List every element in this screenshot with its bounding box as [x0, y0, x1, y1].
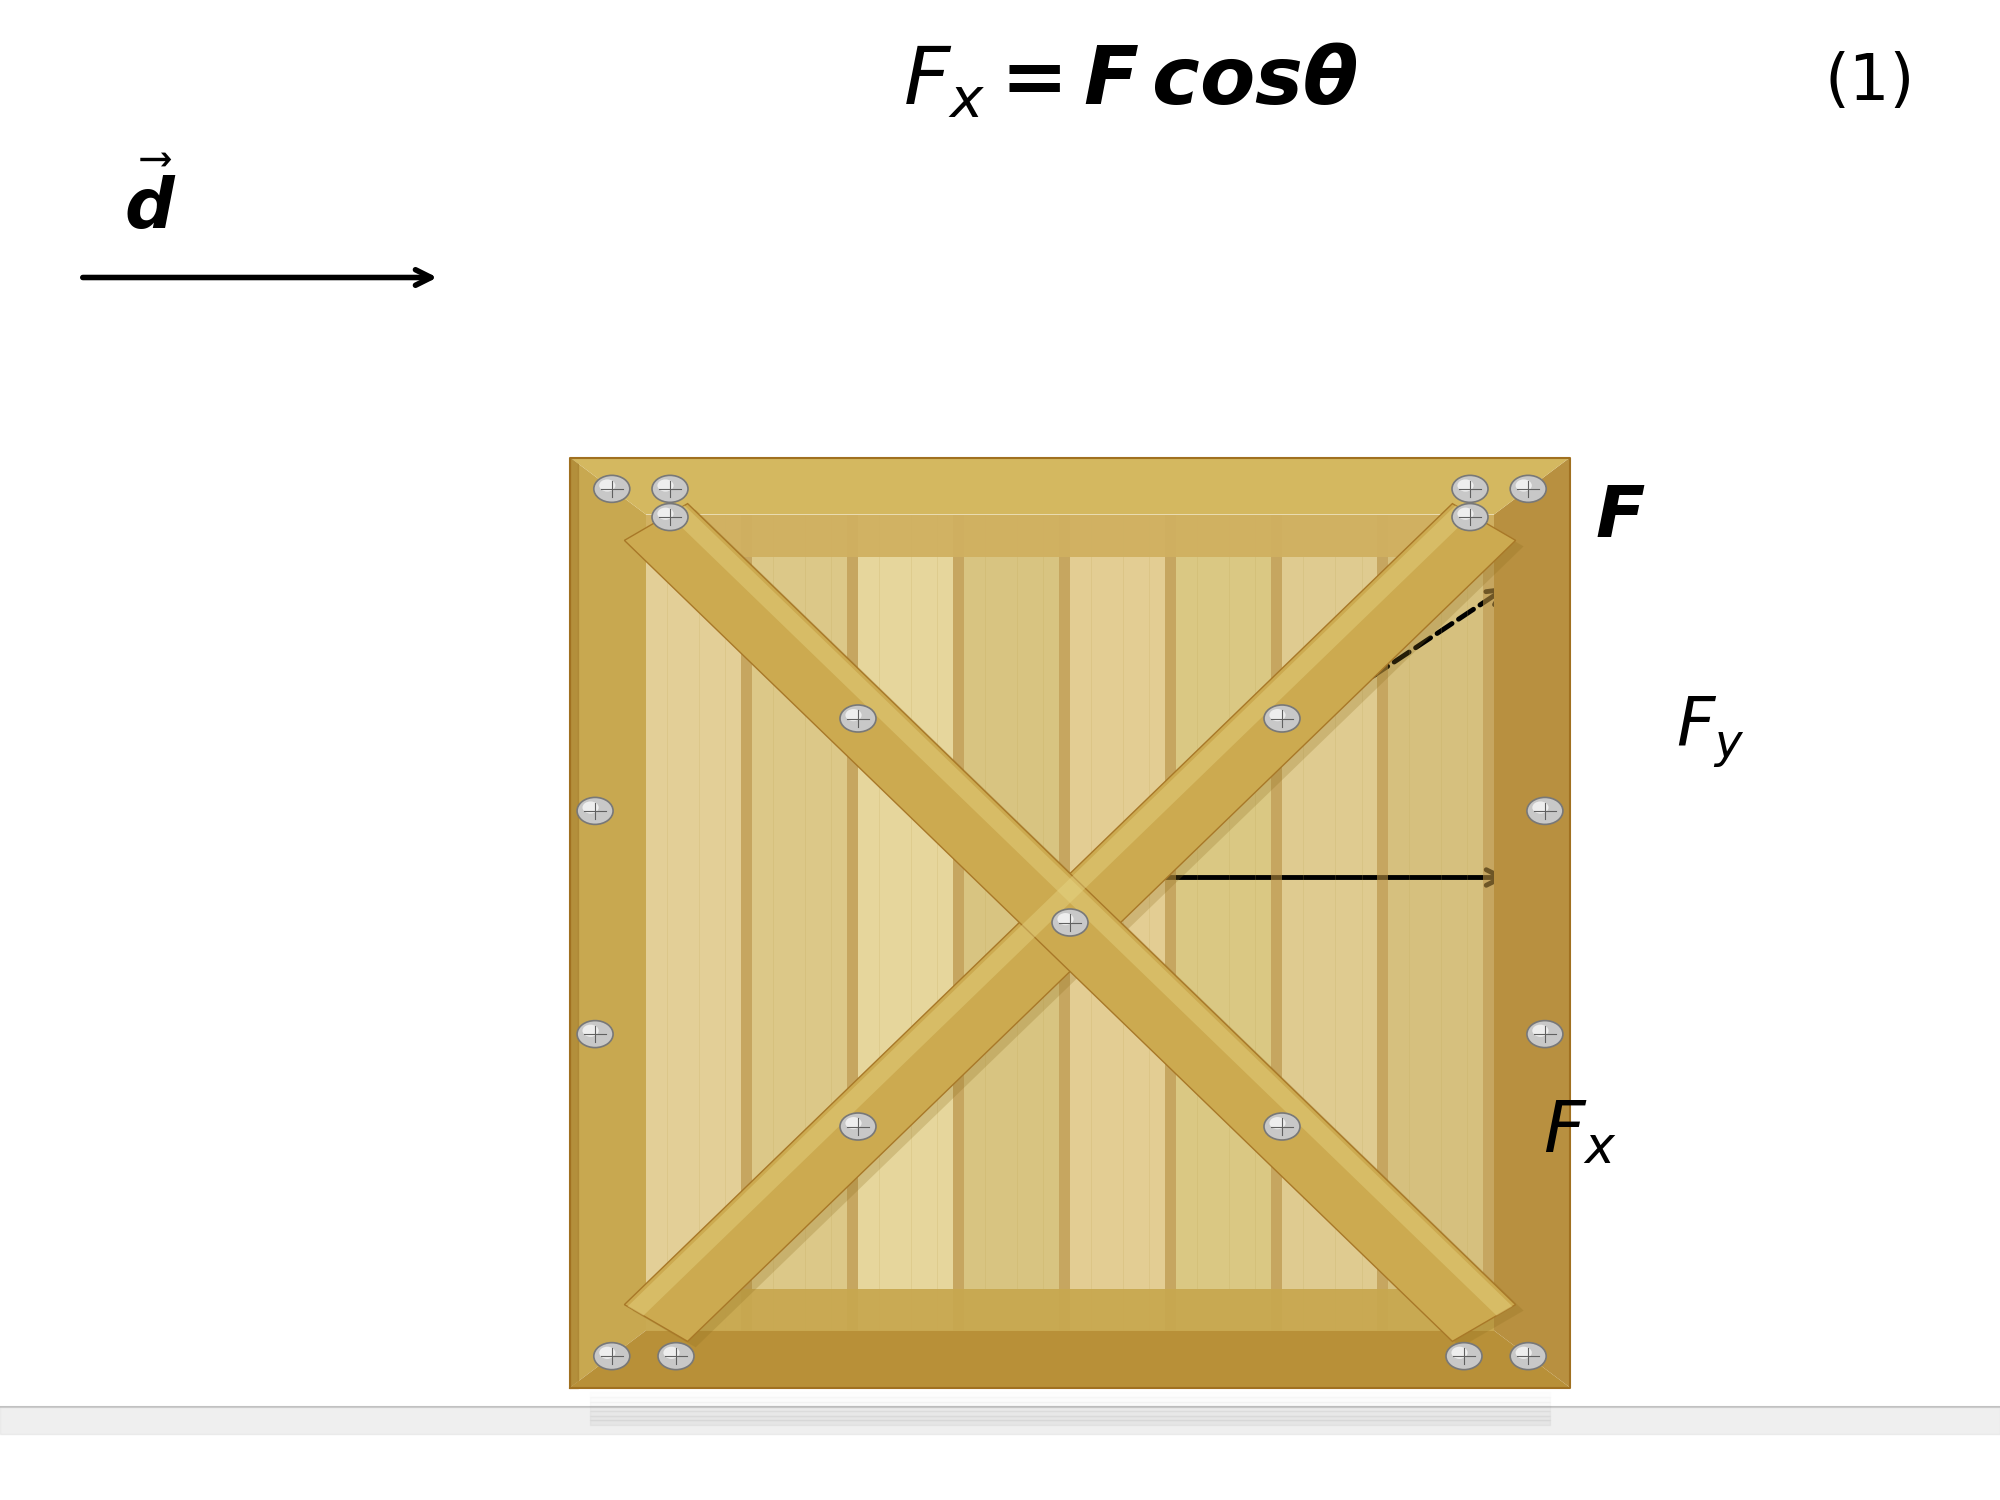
Circle shape — [1510, 1342, 1546, 1370]
Circle shape — [846, 710, 862, 722]
Polygon shape — [624, 504, 1516, 1341]
Circle shape — [1270, 1118, 1286, 1130]
Text: (1): (1) — [1824, 51, 1916, 114]
Circle shape — [1452, 504, 1488, 531]
Polygon shape — [742, 514, 752, 1330]
Polygon shape — [1166, 514, 1176, 1330]
Text: $\boldsymbol{F_x}$: $\boldsymbol{F_x}$ — [1544, 1098, 1616, 1167]
Text: $\vec{\boldsymbol{d}}$: $\vec{\boldsymbol{d}}$ — [124, 162, 176, 243]
Polygon shape — [646, 514, 1494, 1330]
Polygon shape — [752, 514, 848, 1330]
Circle shape — [594, 476, 630, 502]
Circle shape — [840, 705, 876, 732]
Circle shape — [1264, 1113, 1300, 1140]
Text: $\boldsymbol{F_y}$: $\boldsymbol{F_y}$ — [1676, 694, 1744, 770]
Circle shape — [1052, 909, 1088, 936]
Polygon shape — [624, 504, 1516, 1341]
Polygon shape — [570, 458, 646, 1388]
Polygon shape — [632, 510, 1524, 1347]
Polygon shape — [646, 514, 1494, 556]
Circle shape — [658, 480, 674, 492]
Polygon shape — [570, 1330, 1570, 1388]
Circle shape — [658, 507, 674, 520]
Circle shape — [846, 1118, 862, 1130]
Circle shape — [1510, 476, 1546, 502]
Text: $\boldsymbol{F_x = F\,cos\theta}$: $\boldsymbol{F_x = F\,cos\theta}$ — [902, 44, 1358, 122]
Circle shape — [1458, 480, 1474, 492]
Polygon shape — [858, 514, 954, 1330]
Circle shape — [582, 801, 598, 813]
Polygon shape — [1484, 514, 1494, 1330]
Circle shape — [1270, 710, 1286, 722]
Circle shape — [578, 1020, 614, 1047]
Polygon shape — [1272, 514, 1282, 1330]
Polygon shape — [668, 506, 1512, 1316]
Circle shape — [1452, 1347, 1468, 1359]
Polygon shape — [1060, 514, 1070, 1330]
Circle shape — [578, 798, 614, 825]
Circle shape — [1526, 798, 1562, 825]
Polygon shape — [646, 514, 742, 1330]
Circle shape — [600, 480, 616, 492]
Circle shape — [1526, 1020, 1562, 1047]
Circle shape — [1452, 476, 1488, 502]
Polygon shape — [628, 506, 1472, 1316]
Circle shape — [1264, 705, 1300, 732]
Text: $\boldsymbol{F}$: $\boldsymbol{F}$ — [1594, 483, 1646, 552]
Polygon shape — [1070, 514, 1166, 1330]
Polygon shape — [964, 514, 1060, 1330]
Circle shape — [1516, 480, 1532, 492]
Circle shape — [1516, 1347, 1532, 1359]
Circle shape — [840, 1113, 876, 1140]
Circle shape — [658, 1342, 694, 1370]
Polygon shape — [632, 510, 1524, 1347]
Circle shape — [582, 1024, 598, 1036]
Polygon shape — [1378, 514, 1388, 1330]
Circle shape — [594, 1342, 630, 1370]
Circle shape — [664, 1347, 680, 1359]
Circle shape — [1532, 1024, 1548, 1036]
Circle shape — [1058, 914, 1074, 926]
Polygon shape — [1282, 514, 1378, 1330]
Polygon shape — [954, 514, 964, 1330]
Circle shape — [652, 476, 688, 502]
Circle shape — [600, 1347, 616, 1359]
Polygon shape — [1494, 458, 1570, 1388]
Circle shape — [1532, 801, 1548, 813]
Polygon shape — [1388, 514, 1484, 1330]
Circle shape — [1446, 1342, 1482, 1370]
Circle shape — [652, 504, 688, 531]
Polygon shape — [646, 1288, 1494, 1330]
Polygon shape — [848, 514, 858, 1330]
Polygon shape — [570, 458, 1570, 514]
Polygon shape — [1176, 514, 1272, 1330]
Circle shape — [1458, 507, 1474, 520]
